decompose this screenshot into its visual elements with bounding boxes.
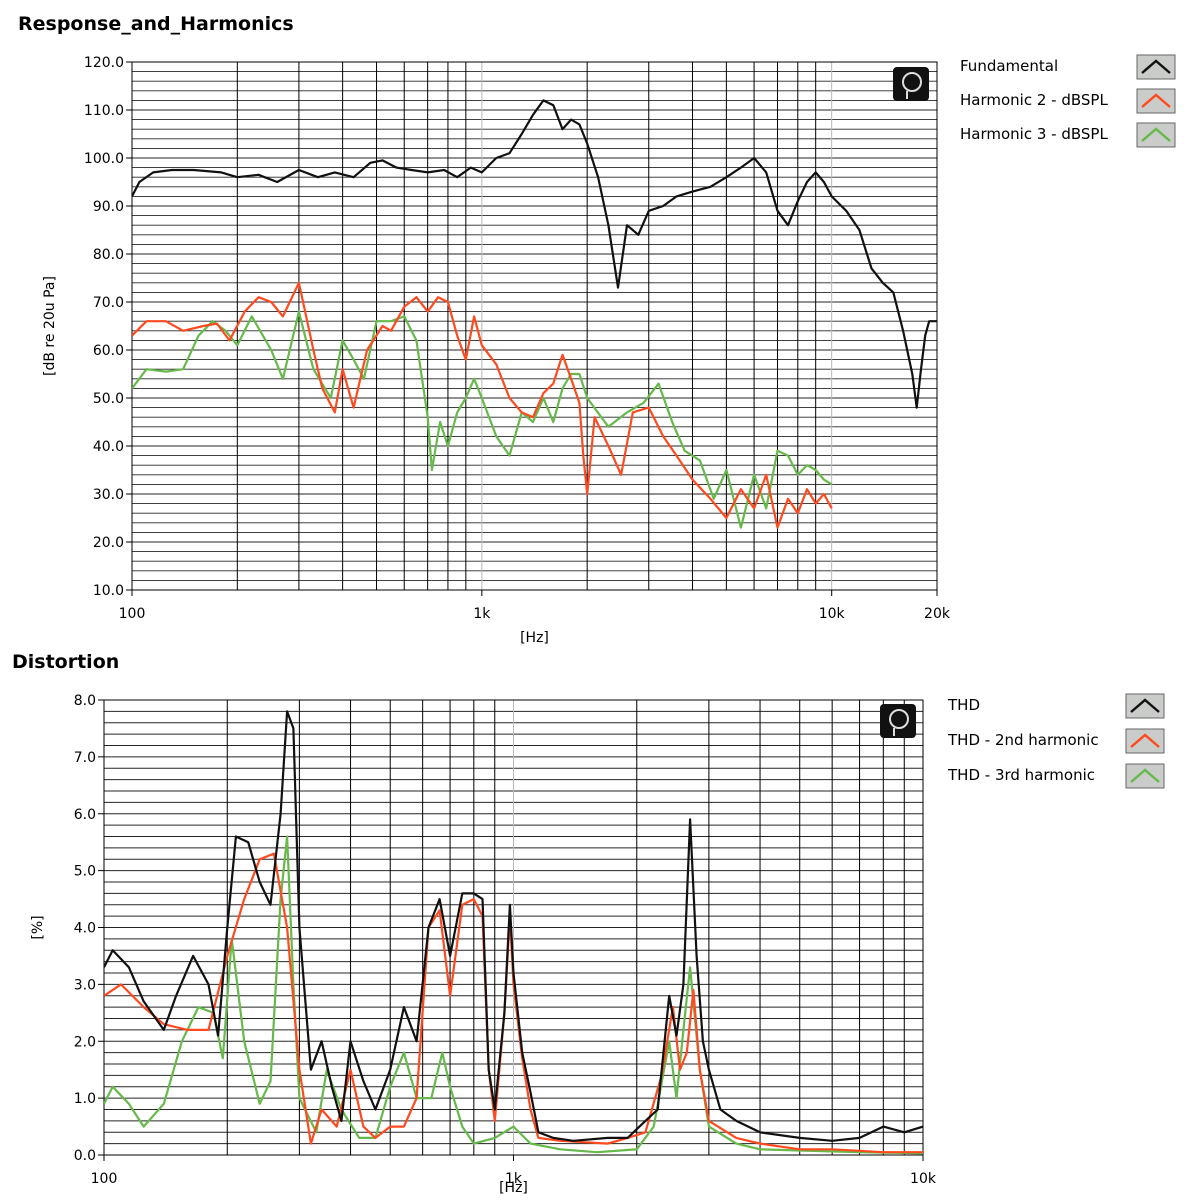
icon-head <box>889 709 909 729</box>
legend-swatch[interactable] <box>1136 54 1176 80</box>
x-tick-label: 10k <box>910 1171 937 1187</box>
series-line-harmonic-3-dbspl <box>132 310 833 529</box>
x-tick-label: 1k <box>473 606 491 622</box>
y-tick-label: 7.0 <box>74 750 96 766</box>
legend-swatch-line <box>1141 127 1171 142</box>
graph-palette-icon[interactable] <box>893 67 929 101</box>
y-tick-label: 90.0 <box>93 199 124 215</box>
y-tick-label: 2.0 <box>74 1034 96 1050</box>
y-tick-label: 120.0 <box>84 55 124 71</box>
chart-title: Response_and_Harmonics <box>18 13 294 35</box>
y-tick-label: 10.0 <box>93 583 124 599</box>
y-tick-label: 110.0 <box>84 103 124 119</box>
legend-swatch[interactable] <box>1125 693 1165 719</box>
y-tick-label: 80.0 <box>93 247 124 263</box>
legend-label: Harmonic 2 - dBSPL <box>960 91 1108 109</box>
series-line-fundamental <box>132 99 937 409</box>
y-tick-label: 0.0 <box>74 1148 96 1164</box>
chart-1: Response_and_Harmonics 10.0 20.0 30.0 40.0 50… <box>18 13 1176 646</box>
y-tick-label: 70.0 <box>93 295 124 311</box>
legend-swatch[interactable] <box>1136 122 1176 148</box>
x-tick-label: 100 <box>91 1171 118 1187</box>
legend-swatch-line <box>1130 733 1160 748</box>
y-tick-label: 6.0 <box>74 807 96 823</box>
icon-bg <box>880 704 916 738</box>
x-tick-label: 10k <box>819 606 846 622</box>
legend-swatch-line <box>1130 698 1160 713</box>
chart-title: Distortion <box>12 651 119 673</box>
y-tick-label: 20.0 <box>93 535 124 551</box>
legend-label: THD <box>947 696 980 714</box>
chart-2: Distortion 0.0 1.0 2.0 3.0 4.0 5.0 6.0 7.0 8.0 100… <box>12 651 1165 1196</box>
graph-palette-icon[interactable] <box>880 704 916 738</box>
y-tick-label: 1.0 <box>74 1091 96 1107</box>
icon-head <box>902 72 922 92</box>
y-tick-label: 60.0 <box>93 343 124 359</box>
legend-label: Fundamental <box>960 57 1058 75</box>
y-tick-label: 40.0 <box>93 439 124 455</box>
plot-area <box>132 62 937 590</box>
x-tick-label: 20k <box>924 606 951 622</box>
plot-border <box>131 61 938 591</box>
legend-swatch[interactable] <box>1125 728 1165 754</box>
y-tick-label: 4.0 <box>74 921 96 937</box>
x-tick-label: 100 <box>119 606 146 622</box>
series-line-thd <box>104 710 923 1142</box>
legend-label: THD - 2nd harmonic <box>947 731 1099 749</box>
legend-swatch-line <box>1141 93 1171 108</box>
y-tick-label: 30.0 <box>93 487 124 503</box>
legend-label: THD - 3rd harmonic <box>947 766 1095 784</box>
y-axis-label: [dB re 20u Pa] <box>42 276 58 376</box>
legend-swatch[interactable] <box>1136 88 1176 114</box>
y-tick-label: 3.0 <box>74 977 96 993</box>
legend-swatch[interactable] <box>1125 763 1165 789</box>
x-axis-label: [Hz] <box>499 1180 528 1196</box>
legend-swatch-line <box>1141 59 1171 74</box>
y-tick-label: 8.0 <box>74 693 96 709</box>
y-axis-label: [%] <box>30 915 46 939</box>
y-tick-label: 100.0 <box>84 151 124 167</box>
x-axis-label: [Hz] <box>520 630 549 646</box>
legend-label: Harmonic 3 - dBSPL <box>960 125 1108 143</box>
x-tick-label: 1k <box>505 1171 523 1187</box>
y-tick-label: 5.0 <box>74 864 96 880</box>
legend-swatch-line <box>1130 768 1160 783</box>
icon-bg <box>893 67 929 101</box>
y-tick-label: 50.0 <box>93 391 124 407</box>
series-line-harmonic-2-dbspl <box>132 281 833 529</box>
series-line-thd-3rd-harmonic <box>104 835 923 1155</box>
series-line-thd-2nd-harmonic <box>104 852 923 1154</box>
